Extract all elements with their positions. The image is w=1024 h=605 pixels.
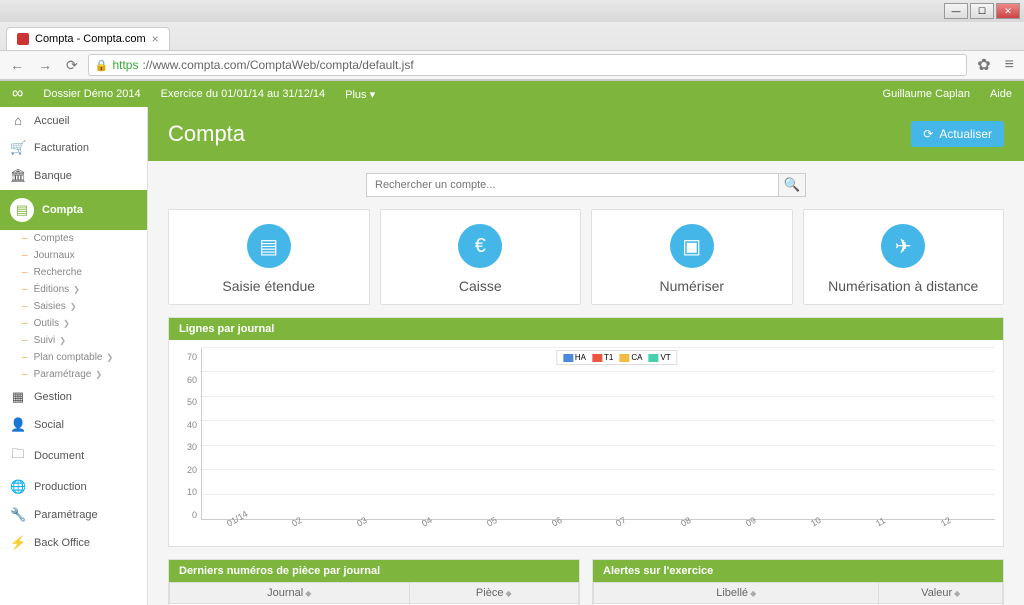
person-icon: 👤 (10, 417, 26, 433)
menu-icon[interactable]: ≡ (1001, 54, 1018, 76)
bank-icon: 🏛 (10, 168, 26, 184)
content: 🔍 ▤Saisie étendue €Caisse ▣Numériser ✈Nu… (148, 161, 1024, 605)
sidebar-sub-editions[interactable]: Éditions❯ (0, 281, 147, 298)
refresh-icon: ⟳ (923, 127, 933, 141)
chart-area: HAT1CAVT (201, 348, 995, 520)
col-valeur[interactable]: Valeur◆ (879, 583, 1003, 604)
sidebar-item-gestion[interactable]: ▦Gestion (0, 383, 147, 411)
cart-icon: 🛒 (10, 140, 26, 156)
chart-panel: Lignes par journal 706050403020100 HAT1C… (168, 317, 1004, 547)
sidebar-sub-comptes[interactable]: Comptes (0, 230, 147, 247)
alertes-table: Libellé◆ Valeur◆ 🔍Compte d'attente : 0 l… (593, 582, 1003, 605)
bolt-icon: ⚡ (10, 535, 26, 551)
sidebar-item-backoffice[interactable]: ⚡Back Office (0, 529, 147, 557)
chart-title: Lignes par journal (169, 318, 1003, 340)
browser-tabs: Compta - Compta.com × (0, 22, 1024, 50)
url-protocol: https (112, 58, 138, 72)
euro-icon: € (458, 224, 502, 268)
sidebar: ⌂Accueil 🛒Facturation 🏛Banque ▤Compta Co… (0, 107, 148, 605)
plus-menu[interactable]: Plus ▾ (345, 88, 375, 101)
app-topbar: ∞ Dossier Démo 2014 Exercice du 01/01/14… (0, 81, 1024, 107)
tab-title: Compta - Compta.com (35, 33, 146, 45)
cards-row: ▤Saisie étendue €Caisse ▣Numériser ✈Numé… (168, 209, 1004, 305)
col-journal[interactable]: Journal◆ (170, 583, 410, 604)
search-input[interactable] (366, 173, 778, 197)
col-piece[interactable]: Pièce◆ (409, 583, 578, 604)
sidebar-sub-outils[interactable]: Outils❯ (0, 315, 147, 332)
page-title: Compta (168, 121, 245, 147)
globe-icon: 🌐 (10, 479, 26, 495)
refresh-button[interactable]: ⟳Actualiser (911, 121, 1004, 147)
card-saisie-etendue[interactable]: ▤Saisie étendue (168, 209, 370, 305)
sidebar-item-accueil[interactable]: ⌂Accueil (0, 107, 147, 134)
alertes-panel: Alertes sur l'exercice Libellé◆ Valeur◆ … (592, 559, 1004, 605)
user-name[interactable]: Guillaume Caplan (883, 88, 970, 100)
sidebar-sub-saisies[interactable]: Saisies❯ (0, 298, 147, 315)
window-close[interactable]: ✕ (996, 3, 1020, 19)
image-icon: ▣ (670, 224, 714, 268)
y-axis: 706050403020100 (177, 348, 201, 538)
sidebar-item-parametrage[interactable]: 🔧Paramétrage (0, 501, 147, 529)
window-titlebar: — ☐ ✕ (0, 0, 1024, 22)
app-body: ⌂Accueil 🛒Facturation 🏛Banque ▤Compta Co… (0, 107, 1024, 605)
search-button[interactable]: 🔍 (778, 173, 806, 197)
browser-tab[interactable]: Compta - Compta.com × (6, 27, 170, 50)
favicon (17, 33, 29, 45)
logo-icon[interactable]: ∞ (12, 85, 23, 103)
url-path: ://www.compta.com/ComptaWeb/compta/defau… (142, 58, 413, 72)
card-numeriser[interactable]: ▣Numériser (591, 209, 793, 305)
compta-icon: ▤ (10, 198, 34, 222)
card-caisse[interactable]: €Caisse (380, 209, 582, 305)
grid-icon: ▦ (10, 389, 26, 405)
back-icon[interactable]: ← (6, 55, 28, 75)
sidebar-item-compta[interactable]: ▤Compta (0, 190, 147, 230)
reload-icon[interactable]: ⟳ (62, 55, 82, 76)
page-header: Compta ⟳Actualiser (148, 107, 1024, 161)
sidebar-sub-param[interactable]: Paramétrage❯ (0, 366, 147, 383)
home-icon: ⌂ (10, 113, 26, 128)
browser-toolbar: ← → ⟳ 🔒 https ://www.compta.com/ComptaWeb… (0, 50, 1024, 80)
dossier-label[interactable]: Dossier Démo 2014 (43, 88, 140, 100)
search-box: 🔍 (366, 173, 806, 197)
bottom-row: Derniers numéros de pièce par journal Jo… (168, 559, 1004, 605)
alertes-title: Alertes sur l'exercice (593, 560, 1003, 582)
address-bar[interactable]: 🔒 https ://www.compta.com/ComptaWeb/compt… (88, 54, 968, 76)
sidebar-item-production[interactable]: 🌐Production (0, 473, 147, 501)
sidebar-sub-recherche[interactable]: Recherche (0, 264, 147, 281)
sidebar-sub-suivi[interactable]: Suivi❯ (0, 332, 147, 349)
window-minimize[interactable]: — (944, 3, 968, 19)
folder-icon: 🗀 (10, 445, 26, 467)
col-libelle[interactable]: Libellé◆ (594, 583, 879, 604)
sidebar-sub-journaux[interactable]: Journaux (0, 247, 147, 264)
search-icon: 🔍 (784, 177, 801, 192)
sidebar-sub-plan[interactable]: Plan comptable❯ (0, 349, 147, 366)
x-axis: 01/140203040506070809101112 (201, 520, 995, 538)
browser-chrome: — ☐ ✕ Compta - Compta.com × ← → ⟳ 🔒 http… (0, 0, 1024, 81)
list-icon: ▤ (247, 224, 291, 268)
sidebar-item-social[interactable]: 👤Social (0, 411, 147, 439)
derniers-table: Journal◆ Pièce◆ HA - Achats038VT - Vente… (169, 582, 579, 605)
sidebar-item-banque[interactable]: 🏛Banque (0, 162, 147, 190)
main-area: Compta ⟳Actualiser 🔍 ▤Saisie étendue €Ca… (148, 107, 1024, 605)
settings-icon[interactable]: ✿ (973, 53, 994, 77)
exercice-label[interactable]: Exercice du 01/01/14 au 31/12/14 (161, 88, 326, 100)
send-icon: ✈ (881, 224, 925, 268)
sidebar-item-facturation[interactable]: 🛒Facturation (0, 134, 147, 162)
chart-legend: HAT1CAVT (556, 350, 678, 365)
lock-icon: 🔒 (95, 59, 109, 72)
search-row: 🔍 (168, 173, 1004, 197)
chart: 706050403020100 HAT1CAVT 01/140203040506… (177, 348, 995, 538)
derniers-title: Derniers numéros de pièce par journal (169, 560, 579, 582)
wrench-icon: 🔧 (10, 507, 26, 523)
help-link[interactable]: Aide (990, 88, 1012, 100)
sidebar-item-document[interactable]: 🗀Document (0, 439, 147, 473)
forward-icon[interactable]: → (34, 55, 56, 75)
card-numerisation-distance[interactable]: ✈Numérisation à distance (803, 209, 1005, 305)
derniers-panel: Derniers numéros de pièce par journal Jo… (168, 559, 580, 605)
tab-close-icon[interactable]: × (152, 32, 159, 46)
window-maximize[interactable]: ☐ (970, 3, 994, 19)
